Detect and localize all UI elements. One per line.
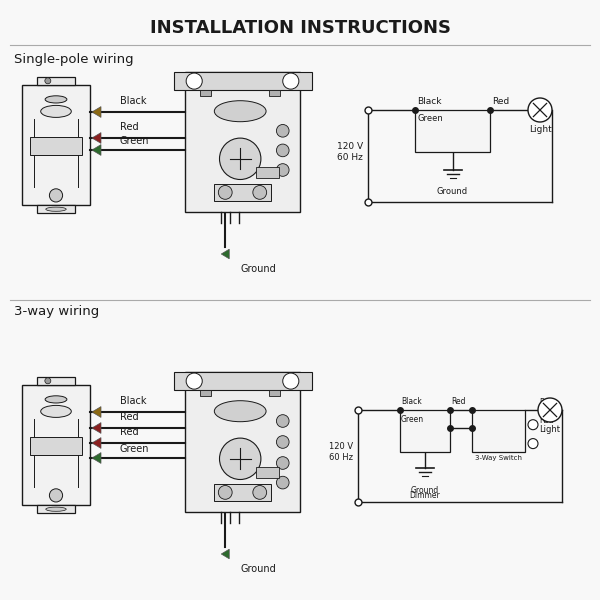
Polygon shape xyxy=(221,249,229,259)
Circle shape xyxy=(283,73,299,89)
Circle shape xyxy=(538,398,562,422)
Bar xyxy=(173,372,311,390)
Circle shape xyxy=(186,73,202,89)
Polygon shape xyxy=(92,422,101,433)
Polygon shape xyxy=(92,133,101,143)
Circle shape xyxy=(277,124,289,137)
Text: Light: Light xyxy=(529,125,551,134)
Bar xyxy=(30,137,82,155)
Text: Red: Red xyxy=(451,397,466,406)
Circle shape xyxy=(45,78,51,84)
Circle shape xyxy=(45,378,51,384)
Bar xyxy=(173,72,311,90)
Ellipse shape xyxy=(214,401,266,422)
Ellipse shape xyxy=(46,507,66,511)
Text: Red: Red xyxy=(120,427,139,437)
Circle shape xyxy=(253,185,266,199)
Bar xyxy=(400,410,450,452)
Bar xyxy=(269,390,280,396)
Circle shape xyxy=(220,138,261,179)
Text: Green: Green xyxy=(120,136,149,146)
Text: Light: Light xyxy=(539,425,560,434)
Bar xyxy=(37,505,75,514)
Circle shape xyxy=(277,476,289,489)
Bar xyxy=(22,85,90,205)
Ellipse shape xyxy=(41,406,71,418)
Polygon shape xyxy=(92,145,101,155)
Text: Red: Red xyxy=(539,398,554,407)
Bar xyxy=(200,390,211,396)
Circle shape xyxy=(49,189,62,202)
Circle shape xyxy=(277,457,289,469)
Bar xyxy=(214,484,271,501)
Ellipse shape xyxy=(46,207,66,211)
Circle shape xyxy=(218,185,232,199)
Text: Red: Red xyxy=(120,412,139,422)
Polygon shape xyxy=(221,549,229,559)
Text: Ground: Ground xyxy=(240,564,276,574)
Bar xyxy=(37,77,75,85)
Circle shape xyxy=(186,373,202,389)
Bar xyxy=(30,437,82,455)
Text: 3-way wiring: 3-way wiring xyxy=(14,305,99,319)
Circle shape xyxy=(218,485,232,499)
Circle shape xyxy=(253,485,266,499)
Text: Ground: Ground xyxy=(411,486,439,495)
Circle shape xyxy=(528,420,538,430)
Ellipse shape xyxy=(45,96,67,103)
Text: Red: Red xyxy=(539,416,554,425)
Bar xyxy=(256,467,280,478)
Text: Black: Black xyxy=(120,96,146,106)
Bar xyxy=(37,377,75,385)
Bar xyxy=(185,72,300,212)
Text: Black: Black xyxy=(401,397,422,406)
Polygon shape xyxy=(92,437,101,448)
Ellipse shape xyxy=(45,396,67,403)
Circle shape xyxy=(277,164,289,176)
Text: Red: Red xyxy=(120,122,139,132)
Circle shape xyxy=(277,415,289,427)
Ellipse shape xyxy=(41,106,71,118)
Text: Green: Green xyxy=(120,444,149,454)
Text: Single-pole wiring: Single-pole wiring xyxy=(14,53,134,67)
Bar xyxy=(185,372,300,512)
Ellipse shape xyxy=(214,101,266,122)
Text: 120 V
60 Hz: 120 V 60 Hz xyxy=(337,142,363,162)
Text: Green: Green xyxy=(401,415,424,424)
Polygon shape xyxy=(92,407,101,418)
Bar xyxy=(472,410,525,452)
Text: 3-Way Switch: 3-Way Switch xyxy=(475,455,522,461)
Text: Black: Black xyxy=(120,396,146,406)
Polygon shape xyxy=(92,452,101,463)
Bar xyxy=(415,110,490,152)
Circle shape xyxy=(277,436,289,448)
Bar xyxy=(214,184,271,201)
Bar xyxy=(22,385,90,505)
Circle shape xyxy=(220,438,261,479)
Circle shape xyxy=(283,373,299,389)
Text: Ground: Ground xyxy=(437,187,468,196)
Circle shape xyxy=(528,98,552,122)
Bar xyxy=(200,90,211,96)
Text: Ground: Ground xyxy=(240,264,276,274)
Text: Dimmer: Dimmer xyxy=(410,491,440,500)
Bar xyxy=(256,167,280,178)
Text: Green: Green xyxy=(417,114,443,123)
Bar xyxy=(269,90,280,96)
Text: Red: Red xyxy=(492,97,509,106)
Bar xyxy=(37,205,75,214)
Text: Black: Black xyxy=(417,97,442,106)
Polygon shape xyxy=(92,107,101,118)
Circle shape xyxy=(528,439,538,449)
Circle shape xyxy=(277,144,289,157)
Circle shape xyxy=(49,489,62,502)
Text: 120 V
60 Hz: 120 V 60 Hz xyxy=(329,442,353,462)
Text: INSTALLATION INSTRUCTIONS: INSTALLATION INSTRUCTIONS xyxy=(149,19,451,37)
